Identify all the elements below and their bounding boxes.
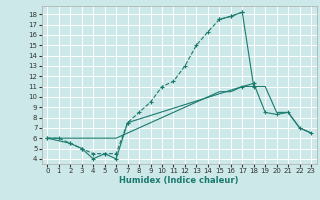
X-axis label: Humidex (Indice chaleur): Humidex (Indice chaleur): [119, 176, 239, 185]
